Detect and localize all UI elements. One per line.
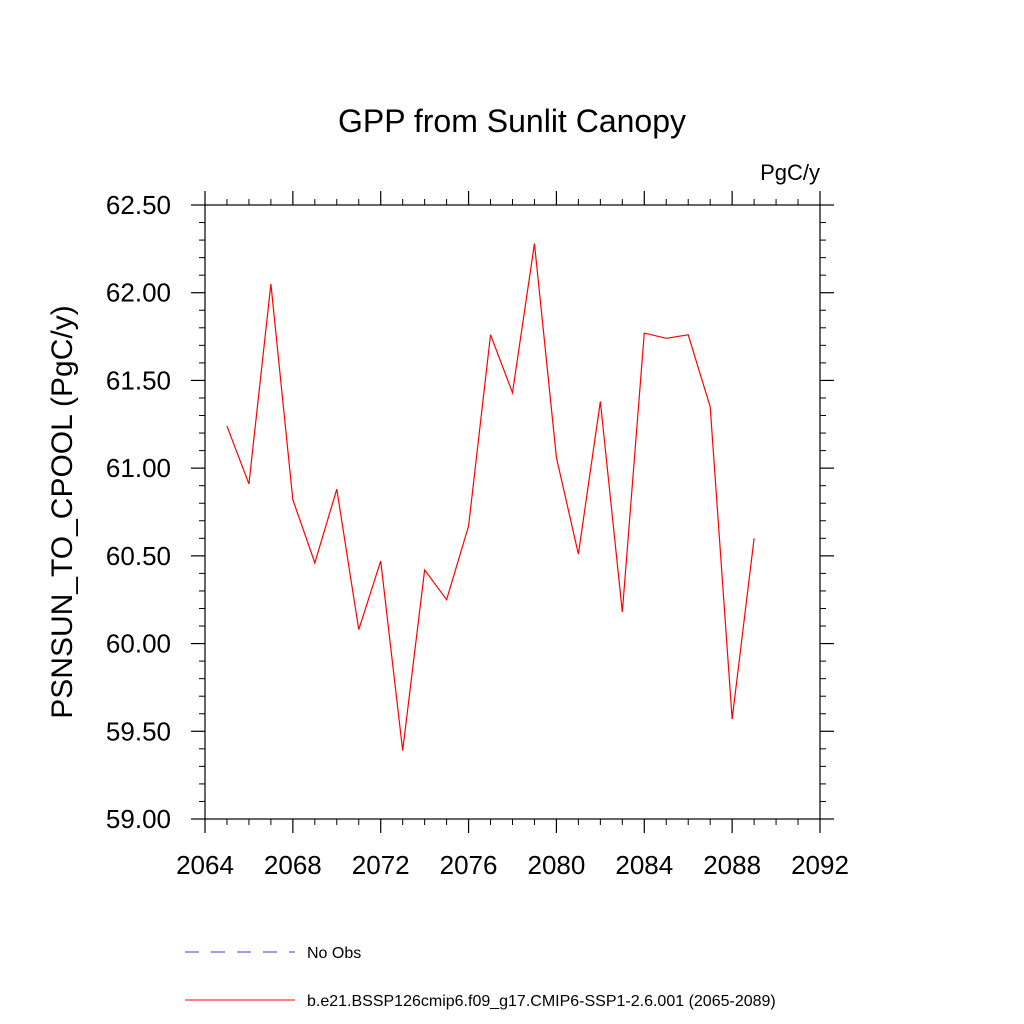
data-point: [754, 538, 755, 539]
legend-label: No Obs: [307, 945, 361, 962]
y-tick-label: 60.50: [106, 541, 171, 571]
data-point: [226, 425, 227, 426]
x-tick-label: 2076: [440, 850, 498, 880]
data-point: [710, 406, 711, 407]
y-tick-label: 62.00: [106, 278, 171, 308]
y-tick-label: 59.50: [106, 716, 171, 746]
legend: No Obs b.e21.BSSP126cmip6.f09_g17.CMIP6-S…: [185, 945, 776, 1010]
data-point: [292, 499, 293, 500]
y-tick-label: 62.50: [106, 190, 171, 220]
y-tick-label: 60.00: [106, 629, 171, 659]
data-point: [270, 283, 271, 284]
x-tick-label: 2064: [176, 850, 234, 880]
x-tick-label: 2084: [615, 850, 673, 880]
data-point: [424, 569, 425, 570]
x-tick-label: 2068: [264, 850, 322, 880]
series-layer: [226, 243, 755, 751]
plot-frame: [204, 204, 821, 820]
data-point: [556, 457, 557, 458]
y-tick-label: 61.50: [106, 365, 171, 395]
series-line: [226, 243, 755, 751]
y-axis-label: PSNSUN_TO_CPOOL (PgC/y): [46, 305, 79, 718]
ticks-layer: 2064 2068 2072 2076 2080 2084 2088 2092 59.00 59.…: [106, 190, 849, 880]
data-point: [446, 599, 447, 600]
data-point: [402, 750, 403, 751]
data-point: [622, 611, 623, 612]
data-point: [468, 525, 469, 526]
legend-label: b.e21.BSSP126cmip6.f09_g17.CMIP6-SSP1-2.…: [307, 993, 776, 1010]
data-point: [666, 338, 667, 339]
data-point: [644, 332, 645, 333]
data-point: [380, 561, 381, 562]
data-point: [578, 554, 579, 555]
chart-title: GPP from Sunlit Canopy: [338, 103, 686, 139]
data-point: [336, 489, 337, 490]
y-tick-label: 59.00: [106, 804, 171, 834]
data-point: [490, 334, 491, 335]
data-point: [512, 392, 513, 393]
x-tick-label: 2092: [791, 850, 849, 880]
data-point: [248, 483, 249, 484]
x-tick-label: 2080: [528, 850, 586, 880]
data-point: [314, 562, 315, 563]
units-label: PgC/y: [760, 160, 820, 185]
x-tick-label: 2088: [703, 850, 761, 880]
data-point: [732, 718, 733, 719]
data-point: [688, 334, 689, 335]
y-tick-label: 61.00: [106, 453, 171, 483]
data-point: [534, 243, 535, 244]
data-point: [600, 401, 601, 402]
data-point: [358, 629, 359, 630]
x-tick-label: 2072: [352, 850, 410, 880]
